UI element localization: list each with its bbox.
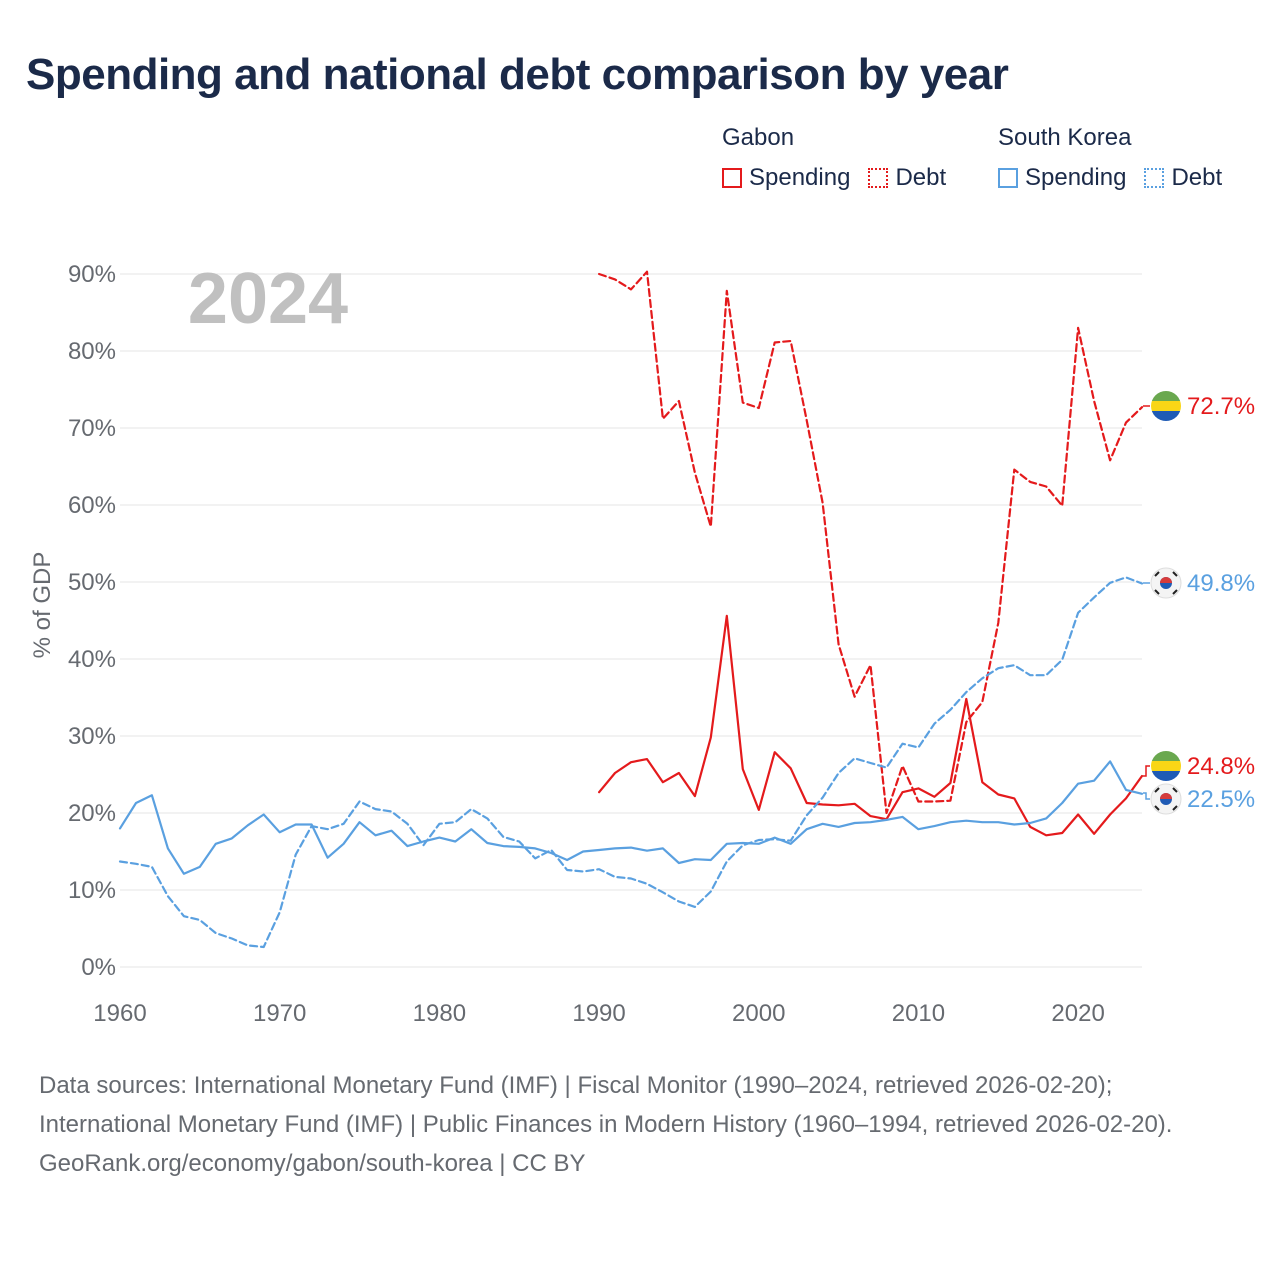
chart-title: Spending and national debt comparison by… — [26, 50, 1009, 99]
x-tick-label: 1980 — [413, 1000, 466, 1027]
legend-group-gabon: Gabon Spending Debt — [722, 124, 964, 192]
y-tick-label: 20% — [68, 800, 116, 827]
legend-swatch-dotted-icon — [1144, 168, 1165, 188]
end-label-korea-spending: 22.5% — [1187, 786, 1255, 813]
gabon-flag-icon — [1151, 751, 1181, 781]
legend-item-gabon-spending[interactable]: Spending — [749, 164, 851, 191]
gabon-flag-icon — [1151, 391, 1181, 421]
data-sources: Data sources: International Monetary Fun… — [39, 1072, 1173, 1138]
credit-link[interactable]: GeoRank.org/economy/gabon/south-korea | … — [39, 1150, 586, 1177]
legend-swatch-solid-icon — [998, 168, 1018, 188]
y-tick-label: 80% — [68, 338, 116, 365]
footer: Data sources: International Monetary Fun… — [39, 1066, 1239, 1183]
series-line-gabon-debt[interactable] — [597, 270, 1144, 815]
series-line-gabon-spending[interactable] — [597, 614, 1144, 837]
end-connectors — [1143, 405, 1150, 800]
south-korea-flag-icon — [1150, 567, 1182, 599]
y-tick-label: 90% — [68, 261, 116, 288]
connector-korea-spending — [1143, 792, 1150, 800]
legend-group-south-korea: South Korea Spending Debt — [998, 124, 1222, 192]
y-tick-label: 0% — [81, 954, 116, 981]
series-line-south-korea-debt[interactable] — [118, 576, 1144, 949]
y-tick-label: 10% — [68, 877, 116, 904]
connector-gabon-spending — [1143, 765, 1150, 777]
legend-swatch-solid-icon — [722, 168, 742, 188]
south-korea-flag-icon — [1150, 783, 1182, 815]
series-lines — [118, 270, 1144, 949]
y-tick-label: 40% — [68, 646, 116, 673]
x-tick-label: 2010 — [892, 1000, 945, 1027]
year-watermark: 2024 — [188, 259, 348, 339]
y-tick-label: 70% — [68, 415, 116, 442]
x-tick-label: 2000 — [732, 1000, 785, 1027]
legend-group-name: Gabon — [722, 124, 795, 151]
series-line-south-korea-spending[interactable] — [118, 760, 1144, 875]
y-tick-label: 60% — [68, 492, 116, 519]
legend-group-name: South Korea — [998, 124, 1132, 151]
legend-swatch-dotted-icon — [868, 168, 889, 188]
legend-item-gabon-debt[interactable]: Debt — [895, 164, 947, 191]
y-tick-label: 30% — [68, 723, 116, 750]
y-tick-label: 50% — [68, 569, 116, 596]
x-tick-label: 2020 — [1051, 1000, 1104, 1027]
end-label-gabon-spending: 24.8% — [1187, 753, 1255, 780]
end-label-gabon-debt: 72.7% — [1187, 393, 1255, 420]
legend-item-korea-debt[interactable]: Debt — [1171, 164, 1223, 191]
y-axis-ticks: 0% 10% 20% 30% 40% 50% 60% 70% 80% 90% — [68, 261, 116, 981]
legend-item-korea-spending[interactable]: Spending — [1025, 164, 1127, 191]
x-axis-ticks: 1960 1970 1980 1990 2000 2010 2020 — [93, 1000, 1105, 1027]
end-label-korea-debt: 49.8% — [1187, 570, 1255, 597]
x-tick-label: 1970 — [253, 1000, 306, 1027]
x-tick-label: 1960 — [93, 1000, 146, 1027]
chart-area: 0%10%20%30%40%50%60%70%80%90% 1960 1970 19… — [29, 259, 1255, 1027]
gridlines — [120, 273, 1142, 968]
x-tick-label: 1990 — [572, 1000, 625, 1027]
y-axis-label: % of GDP — [29, 552, 56, 659]
